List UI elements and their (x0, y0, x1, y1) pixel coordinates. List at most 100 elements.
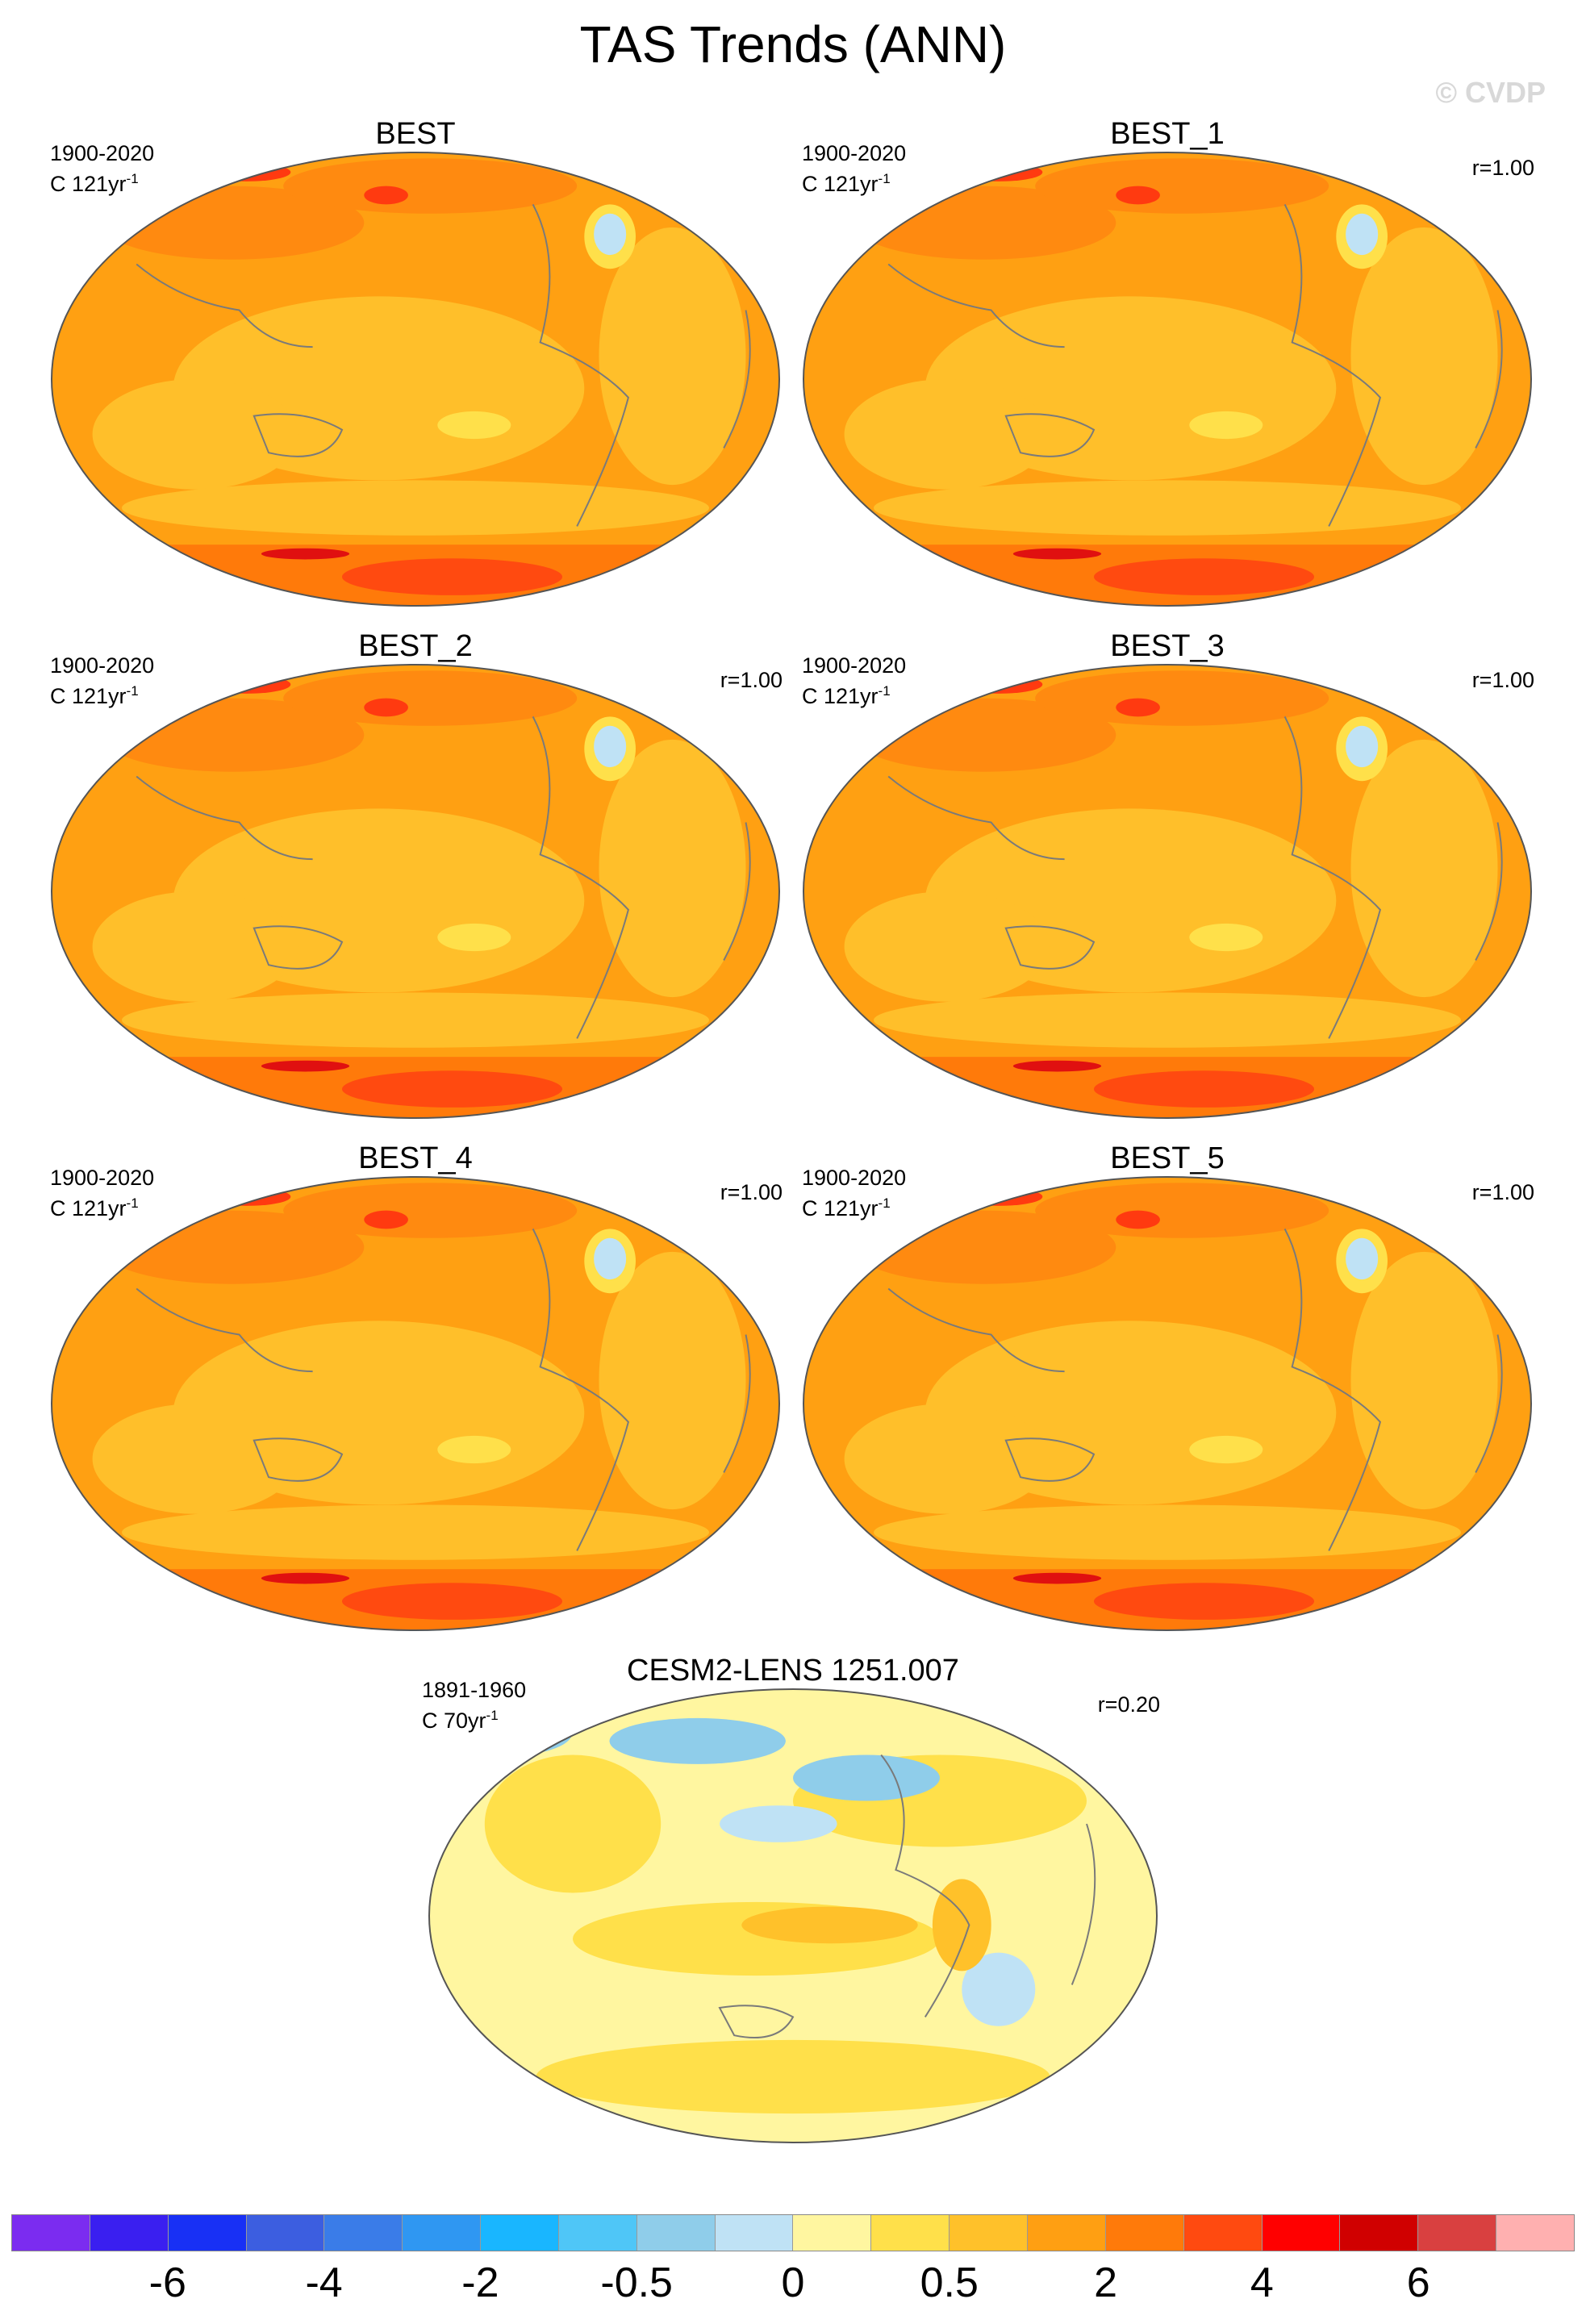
cool-northwest (455, 1709, 573, 1755)
period-label: 1900-2020 C 121yr-1 (802, 653, 906, 709)
colorbar-swatch (715, 2215, 794, 2251)
units-text: C 121yr (50, 172, 127, 196)
period-years: 1900-2020 (802, 1166, 907, 1190)
colorbar-swatch (12, 2215, 90, 2251)
units-exponent: -1 (126, 1195, 139, 1211)
map-panel-5 (803, 1176, 1532, 1631)
indian-ocean-band (844, 891, 1050, 1002)
colorbar-swatch (636, 2215, 716, 2251)
antarctic-cool (1409, 1575, 1454, 1600)
warming-hole-inner (594, 213, 627, 256)
colorbar-swatch (246, 2215, 325, 2251)
coastline (887, 203, 1503, 527)
map-border (803, 1176, 1532, 1631)
warm-region-arctic (283, 670, 578, 726)
antarctic-red-streak (1012, 1060, 1102, 1072)
indian-ocean-band (844, 379, 1050, 490)
colorbar-swatch (871, 2215, 950, 2251)
map-border (803, 664, 1532, 1119)
figure-title: TAS Trends (ANN) (579, 15, 1007, 73)
antarctic-red-streak (1012, 548, 1102, 560)
colorbar-tick-label: 2 (1094, 2259, 1118, 2306)
period-years: 1900-2020 (50, 653, 155, 678)
units-text: C 121yr (802, 1196, 879, 1220)
trend-units: C 121yr-1 (50, 1191, 154, 1221)
pattern-correlation: r=1.00 (1471, 668, 1534, 692)
colorbar-tick-label: 0 (781, 2259, 805, 2306)
colorbar-swatch (1183, 2215, 1263, 2251)
units-exponent: -1 (878, 683, 891, 699)
southern-warm (536, 2039, 1050, 2114)
east-pacific-spot (1189, 923, 1263, 952)
pattern-correlation: r=1.00 (1471, 156, 1534, 180)
colorbar-swatch (324, 2215, 403, 2251)
coastline (136, 716, 751, 1039)
units-exponent: -1 (126, 171, 139, 186)
hot-spot-2 (364, 698, 408, 717)
units-text: C 70yr (422, 1709, 486, 1733)
antarctic-hot (1094, 1070, 1314, 1108)
southern-band (122, 1504, 709, 1560)
antarctic-red-streak (1012, 1572, 1102, 1584)
atlantic-band (1350, 739, 1498, 998)
pattern-correlation: r=0.20 (1097, 1692, 1160, 1717)
map-panel-4 (51, 1176, 780, 1631)
period-label: 1900-2020 C 121yr-1 (802, 141, 906, 197)
cool-mid (720, 1805, 837, 1842)
colorbar-swatch (950, 2215, 1028, 2251)
colorbar-swatch (1105, 2215, 1184, 2251)
map-border (803, 152, 1532, 607)
warm-region-arctic (283, 158, 578, 214)
hot-spot-2 (1116, 698, 1160, 717)
units-exponent: -1 (126, 683, 139, 699)
indian-ocean-band (844, 1404, 1050, 1514)
warm-region-arctic (1035, 1183, 1329, 1238)
antarctic-hot (342, 1070, 562, 1108)
colorbar-tick-label: 0.5 (920, 2259, 979, 2306)
period-years: 1900-2020 (50, 141, 155, 165)
trend-units: C 70yr-1 (422, 1703, 526, 1734)
colorbar-swatch (403, 2215, 482, 2251)
units-exponent: -1 (486, 1708, 499, 1723)
hot-spot-2 (1116, 1210, 1160, 1229)
cool-atlantic (793, 1754, 940, 1801)
colorbar-swatch (793, 2215, 872, 2251)
east-pacific-spot (437, 923, 511, 952)
coastline (136, 1228, 751, 1551)
period-years: 1900-2020 (802, 141, 907, 165)
trend-units: C 121yr-1 (802, 166, 906, 197)
hot-spot-2 (364, 186, 408, 205)
panel-title: BEST_5 (1110, 1141, 1225, 1175)
antarctic-red-streak (261, 548, 350, 560)
antarctic-cool (657, 1063, 702, 1087)
colorbar-swatch (1262, 2215, 1341, 2251)
east-pacific-spot (1189, 411, 1263, 440)
southern-band (874, 480, 1461, 536)
antarctic-red-streak (261, 1060, 350, 1072)
southern-band (874, 1504, 1461, 1560)
coastline (136, 203, 751, 527)
east-pacific-spot (437, 1435, 511, 1464)
colorbar-swatch (1027, 2215, 1106, 2251)
map-panel-6 (428, 1688, 1158, 2143)
trend-units: C 121yr-1 (802, 1191, 906, 1221)
trend-units: C 121yr-1 (50, 166, 154, 197)
units-text: C 121yr (802, 684, 879, 708)
antarctic-cool (1409, 1063, 1454, 1087)
trend-units: C 121yr-1 (802, 678, 906, 709)
colorbar-swatch (1340, 2215, 1419, 2251)
colorbar-tick-label: 4 (1250, 2259, 1274, 2306)
colorbar-swatch (558, 2215, 637, 2251)
atlantic-band (1350, 1251, 1498, 1510)
warm-south-america (932, 1879, 991, 1971)
period-years: 1891-1960 (422, 1678, 527, 1702)
cvdp-watermark: © CVDP (1435, 76, 1546, 109)
warming-hole-inner (1346, 725, 1379, 768)
panel-title: BEST_3 (1110, 629, 1225, 663)
antarctic-red-streak (261, 1572, 350, 1584)
indian-ocean-band (92, 891, 298, 1002)
atlantic-band (599, 227, 746, 486)
antarctic-hot (342, 558, 562, 595)
atlantic-band (599, 739, 746, 998)
period-label: 1900-2020 C 121yr-1 (50, 141, 154, 197)
